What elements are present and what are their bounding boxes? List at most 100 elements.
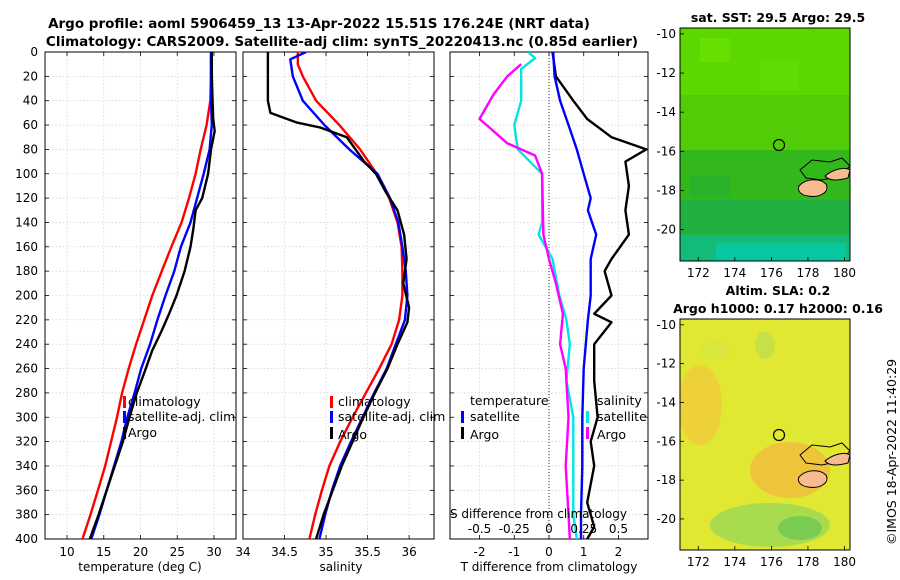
legend-label-climatology: climatology xyxy=(128,394,201,409)
s-tick-label: 0.5 xyxy=(609,522,628,536)
series-line-salinity-argo xyxy=(478,63,571,539)
y-tick-label: 80 xyxy=(23,142,38,156)
sst-map-panel: sat. SST: 29.5 Argo: 29.5 172 174 176 178 18… xyxy=(656,10,865,280)
map-y-tick-label: -18 xyxy=(656,184,676,198)
difference-grid xyxy=(450,51,648,540)
temperature-legend: climatology satellite-adj. clim Argo xyxy=(123,394,235,440)
fiji-island-vanua-levu xyxy=(824,167,850,181)
depth-y-ticks: 0 20 40 60 80 100 120 140 160 180 200 220 240 260 280 3… xyxy=(15,45,38,546)
x-tick-label: 15 xyxy=(96,545,111,559)
fiji-reef-outline xyxy=(799,157,850,181)
sla-map-patch xyxy=(778,516,822,540)
difference-x-ticks: -2 -1 0 1 2 xyxy=(450,51,648,559)
sst-map-patch xyxy=(760,60,798,90)
sla-map-patch xyxy=(680,365,722,445)
legend-swatch-climatology xyxy=(330,396,333,408)
x-tick-label: -2 xyxy=(474,545,486,559)
y-tick-label: 160 xyxy=(15,240,38,254)
map-y-tick-label: -12 xyxy=(656,357,676,371)
map-y-tick-label: -20 xyxy=(656,223,676,237)
y-tick-label: 320 xyxy=(15,435,38,449)
salinity-series xyxy=(266,52,411,539)
y-tick-label: 40 xyxy=(23,94,38,108)
y-tick-label: 100 xyxy=(15,167,38,181)
legend-swatch-satellite xyxy=(123,411,126,423)
s-difference-ticks: -0.5 -0.25 0 0.25 0.5 xyxy=(468,522,628,536)
map-x-tick-label: 180 xyxy=(833,555,856,569)
map-y-tick-label: -10 xyxy=(656,318,676,332)
y-tick-label: 140 xyxy=(15,215,38,229)
map-x-tick-label: 172 xyxy=(687,266,710,280)
legend-label-argo: Argo xyxy=(128,425,157,440)
y-tick-label: 360 xyxy=(15,483,38,497)
difference-panel: -2 -1 0 1 2 S difference from climatology -0… xyxy=(449,51,649,574)
salinity-panel: 34 34.5 35 35.5 36 salinity climatology sate… xyxy=(235,51,445,574)
series-line-temperature-argo xyxy=(551,52,648,539)
y-tick-label: 380 xyxy=(15,508,38,522)
argo-location-marker xyxy=(772,428,786,442)
legend-swatch-temp-satellite xyxy=(461,411,464,423)
difference-legend: temperature satellite Argo salinity sate… xyxy=(461,393,647,442)
s-tick-label: 0.25 xyxy=(570,522,597,536)
map-y-tick-label: -20 xyxy=(656,512,676,526)
y-tick-label: 340 xyxy=(15,459,38,473)
fiji-island-vanua-levu xyxy=(824,452,850,466)
sst-map-patch xyxy=(700,38,730,62)
y-tick-label: 220 xyxy=(15,313,38,327)
y-tick-label: 200 xyxy=(15,289,38,303)
series-line-argo xyxy=(266,52,411,539)
map-y-tick-label: -16 xyxy=(656,434,676,448)
legend-title-salinity: salinity xyxy=(597,393,642,408)
fiji-island-viti-levu xyxy=(797,470,828,488)
figure-title-line1: Argo profile: aoml 5906459_13 13-Apr-202… xyxy=(48,16,590,32)
legend-swatch-satellite xyxy=(330,411,333,423)
s-tick-label: 0 xyxy=(545,522,553,536)
y-tick-label: 20 xyxy=(23,69,38,83)
y-tick-label: 0 xyxy=(30,45,38,59)
temperature-x-ticks: 10 15 20 25 30 xyxy=(45,51,236,559)
sst-map-title: sat. SST: 29.5 Argo: 29.5 xyxy=(691,10,865,25)
y-tick-label: 280 xyxy=(15,386,38,400)
legend-swatch-argo xyxy=(330,427,333,439)
series-line-satellite-adj-clim xyxy=(289,52,409,539)
map-y-tick-label: -14 xyxy=(656,105,676,119)
t-difference-label: T difference from climatology xyxy=(460,560,638,574)
x-tick-label: 20 xyxy=(133,545,148,559)
sla-map-panel: Altim. SLA: 0.2 Argo h1000: 0.17 h2000: … xyxy=(656,283,883,569)
x-tick-label: 10 xyxy=(59,545,74,559)
map-y-tick-label: -16 xyxy=(656,144,676,158)
temperature-x-label: temperature (deg C) xyxy=(78,560,201,574)
salinity-x-label: salinity xyxy=(319,560,362,574)
legend-label-temp-argo: Argo xyxy=(470,427,499,442)
y-tick-label: 180 xyxy=(15,264,38,278)
x-tick-label: 35.5 xyxy=(354,545,381,559)
sla-map-title-line1: Altim. SLA: 0.2 xyxy=(726,283,831,298)
map-x-tick-label: 178 xyxy=(797,266,820,280)
s-tick-label: -0.25 xyxy=(499,522,530,536)
map-x-tick-label: 174 xyxy=(723,266,746,280)
salinity-x-ticks: 34 34.5 35 35.5 36 xyxy=(235,51,434,559)
x-tick-label: 30 xyxy=(206,545,221,559)
fiji-reef-outline xyxy=(799,442,850,466)
sla-map-frame xyxy=(679,318,851,551)
sla-map-ticks: 172 174 176 178 180 -10 -12 -14 -16 -18 -20 xyxy=(656,318,856,569)
legend-swatch-climatology xyxy=(123,396,126,408)
legend-swatch-sal-satellite xyxy=(586,411,589,423)
series-line-salinity-satellite xyxy=(552,52,598,539)
y-tick-label: 120 xyxy=(15,191,38,205)
sst-map-frame xyxy=(679,27,851,262)
sla-map-patch xyxy=(755,331,775,359)
map-x-tick-label: 180 xyxy=(833,266,856,280)
x-tick-label: 2 xyxy=(615,545,623,559)
legend-label-sal-argo: Argo xyxy=(597,427,626,442)
sla-map-patch xyxy=(750,442,830,498)
sla-map-title-line2: Argo h1000: 0.17 h2000: 0.16 xyxy=(673,301,883,316)
x-tick-label: 34.5 xyxy=(271,545,298,559)
sla-map-patch xyxy=(701,340,729,360)
sst-map-band xyxy=(680,200,850,235)
sla-map-field xyxy=(680,319,850,550)
legend-swatch-sal-argo xyxy=(586,427,589,439)
legend-label-climatology: climatology xyxy=(338,394,411,409)
x-tick-label: -1 xyxy=(508,545,520,559)
